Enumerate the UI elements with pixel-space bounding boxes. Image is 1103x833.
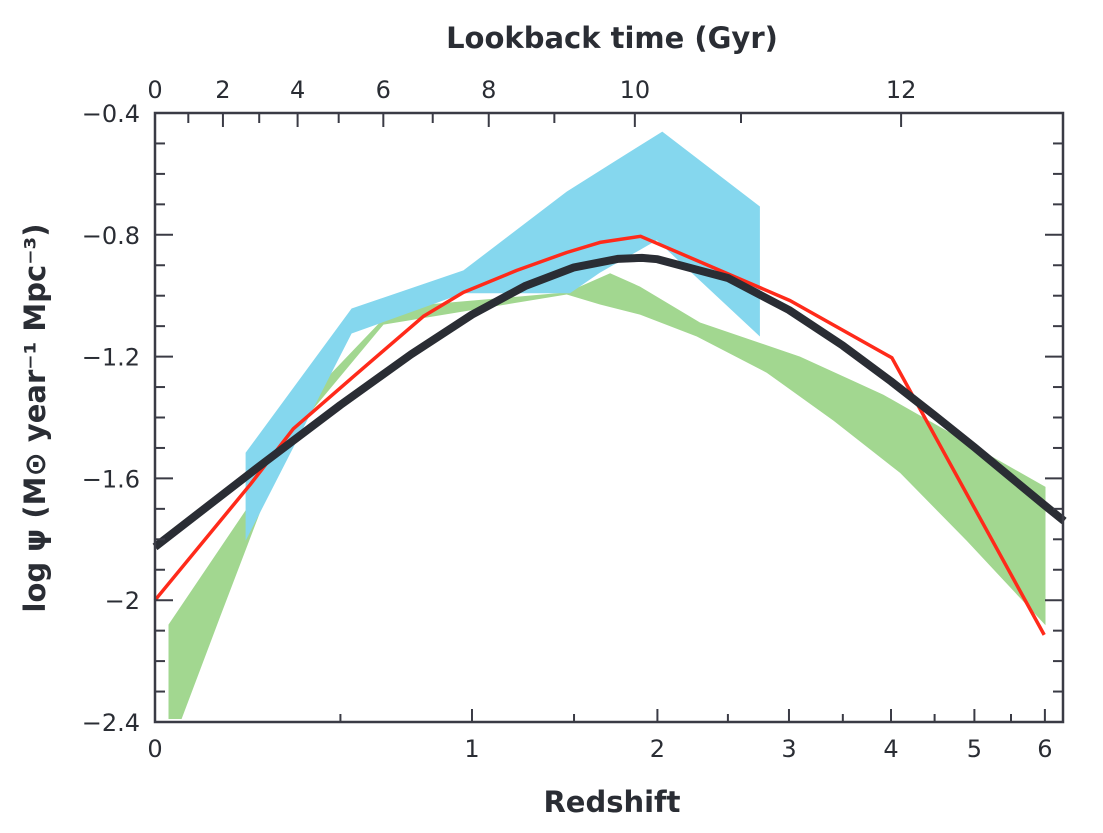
y-tick-label: −0.4 xyxy=(82,100,140,128)
y-tick-label: −2 xyxy=(105,587,140,615)
line-series-2 xyxy=(153,234,1046,636)
x-tick-label: 2 xyxy=(650,735,665,763)
lines xyxy=(152,234,1067,636)
line-series-3 xyxy=(152,253,1067,551)
top-tick-label: 10 xyxy=(620,76,651,104)
top-tick-label: 0 xyxy=(147,76,162,104)
band-series-1 xyxy=(245,131,760,541)
top-tick-label: 2 xyxy=(215,76,230,104)
y-tick-label: −2.4 xyxy=(82,709,140,737)
band-series-0 xyxy=(168,273,1046,719)
top-tick-label: 6 xyxy=(376,76,391,104)
top-axis-title: Lookback time (Gyr) xyxy=(446,21,778,55)
x-tick-label: 6 xyxy=(1037,735,1052,763)
x-tick-label: 5 xyxy=(967,735,982,763)
x-tick-label: 3 xyxy=(781,735,796,763)
bands xyxy=(168,131,1046,719)
ticks: 0 1 2 3 4 5 6−0.4−0.8−1.2−1.6−2−2.40 2 4 6 8 10 12 xyxy=(82,76,1063,763)
y-tick-label: −0.8 xyxy=(82,222,140,250)
x-axis-title: Redshift xyxy=(543,785,680,819)
top-tick-label: 8 xyxy=(481,76,496,104)
x-tick-label: 0 xyxy=(147,735,162,763)
top-tick-label: 4 xyxy=(290,76,305,104)
x-tick-label: 4 xyxy=(883,735,898,763)
y-tick-label: −1.6 xyxy=(82,465,140,493)
top-tick-label: 12 xyxy=(886,76,917,104)
x-tick-label: 1 xyxy=(464,735,479,763)
y-axis-title: log ψ (M⊙ year⁻¹ Mpc⁻³) xyxy=(18,224,52,613)
y-tick-label: −1.2 xyxy=(82,344,140,372)
